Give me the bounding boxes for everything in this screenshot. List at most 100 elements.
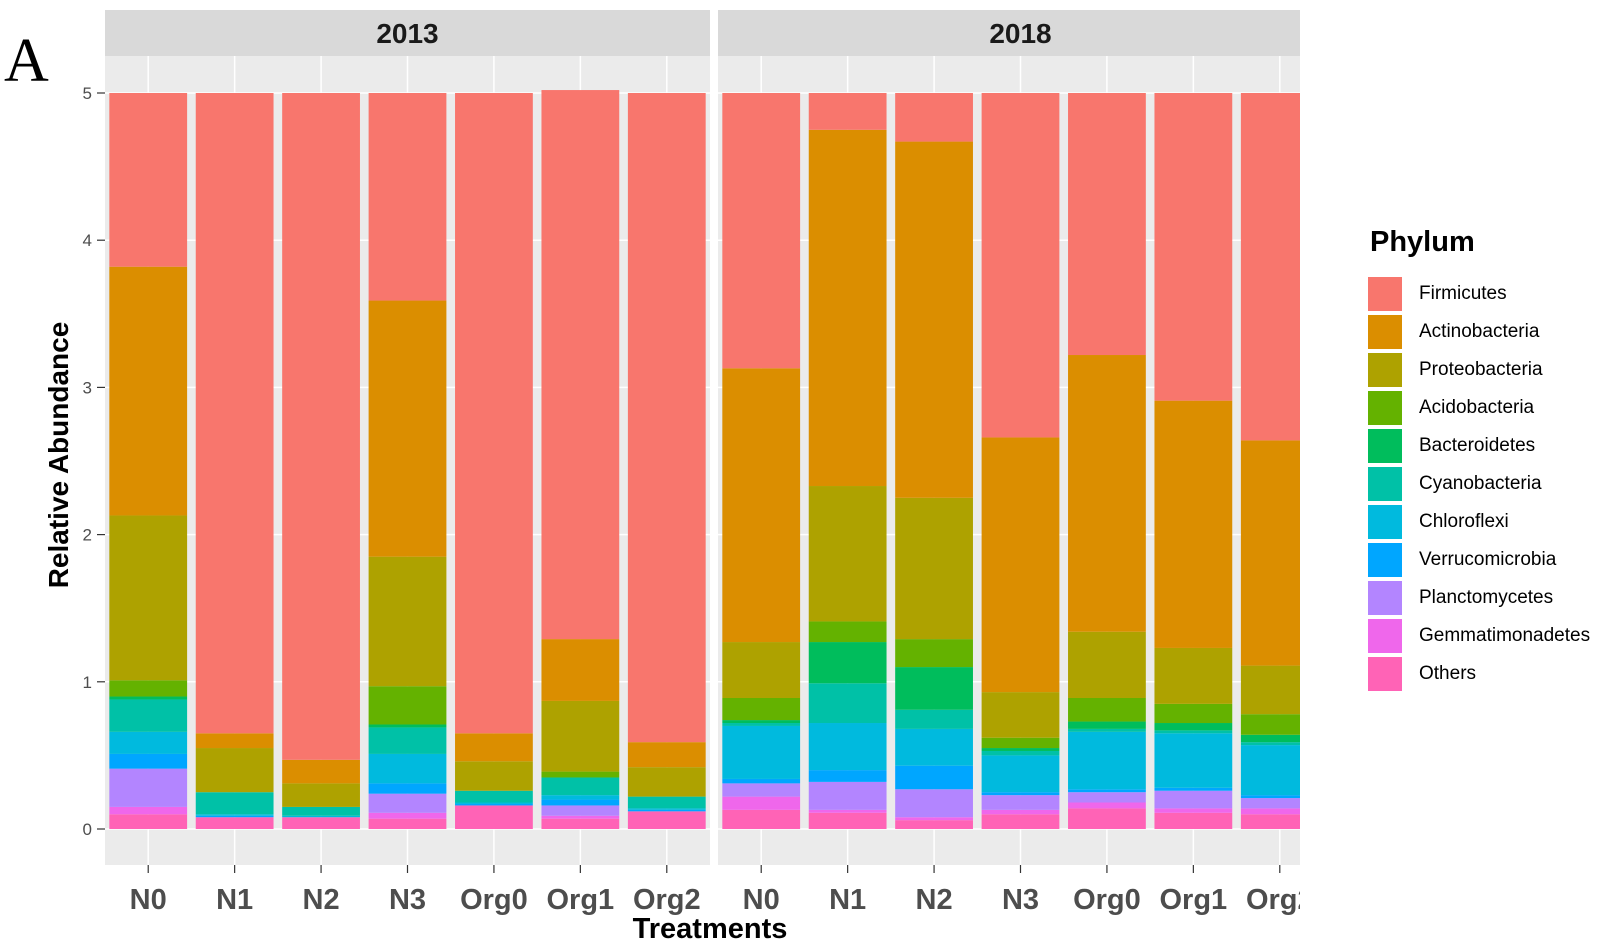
bar-segment (1068, 355, 1146, 632)
x-tick-label: N0 (743, 884, 780, 916)
bar-segment (627, 93, 706, 743)
bar-segment (109, 696, 188, 700)
legend: Phylum Firmicutes Actinobacteria Proteobac… (1368, 226, 1590, 693)
bar-segment (1240, 798, 1300, 809)
bar-segment (808, 770, 887, 782)
bar-segment (1240, 93, 1300, 441)
bar-segment (981, 792, 1060, 796)
legend-swatch (1368, 391, 1402, 425)
bar-segment (368, 818, 447, 829)
bar-segment (368, 793, 447, 813)
bar-segment (981, 692, 1060, 738)
bar-segment (455, 733, 533, 762)
bar-segment (282, 815, 360, 818)
legend-swatch (1368, 467, 1402, 501)
legend-item: Actinobacteria (1368, 313, 1590, 351)
bar-segment (895, 93, 973, 142)
bar-segment (368, 300, 447, 557)
legend-swatch (1368, 277, 1402, 311)
bar-segment (109, 806, 188, 815)
bar-segment (1154, 790, 1233, 809)
bar-segment (1154, 787, 1233, 791)
bar-segment (1068, 789, 1146, 793)
bar-segment (1068, 697, 1146, 722)
bar-segment (1240, 734, 1300, 743)
bar-segment (981, 750, 1060, 756)
legend-label: Bacteroidetes (1419, 435, 1536, 456)
bar-segment (1154, 400, 1233, 648)
bar-segment (722, 720, 801, 724)
legend-item: Firmicutes (1368, 275, 1590, 313)
legend-label: Actinobacteria (1419, 321, 1540, 342)
bar-segment (368, 556, 447, 687)
y-tick-label: 2 (83, 526, 92, 545)
bar-segment (195, 817, 274, 829)
bar-segment (1154, 733, 1233, 788)
bar-segment (722, 723, 801, 726)
legend-swatch (1368, 657, 1402, 691)
bar-segment (808, 486, 887, 622)
legend-label: Acidobacteria (1419, 397, 1535, 418)
bar-segment (808, 809, 887, 813)
y-tick-label: 0 (83, 820, 92, 839)
bar-segment (109, 93, 188, 267)
bar-segment (1068, 792, 1146, 803)
bar-segment (455, 805, 533, 829)
bar-segment (109, 699, 188, 732)
bar-segment (895, 817, 973, 821)
bar-segment (368, 724, 447, 728)
bar-segment (1068, 808, 1146, 829)
bar-segment (808, 93, 887, 130)
legend-item: Gemmatimonadetes (1368, 617, 1590, 655)
legend-item: Bacteroidetes (1368, 427, 1590, 465)
legend-label: Proteobacteria (1419, 359, 1543, 380)
bar-segment (541, 771, 620, 778)
bar-segment (1068, 721, 1146, 729)
bar-segment (627, 796, 706, 809)
bar-segment (722, 697, 801, 721)
bar-segment (195, 792, 274, 815)
legend-item: Verrucomicrobia (1368, 541, 1590, 579)
legend-items: Firmicutes Actinobacteria Proteobacteria Ac… (1368, 275, 1590, 693)
legend-label: Chloroflexi (1419, 511, 1509, 532)
x-tick-label: Org2 (1246, 884, 1300, 916)
bar-segment (368, 93, 447, 301)
bar-segment (808, 621, 887, 643)
bar-segment (1068, 728, 1146, 732)
bar-segment (981, 809, 1060, 815)
bar-segment (895, 667, 973, 710)
bar-segment (368, 812, 447, 819)
bar-segment (808, 683, 887, 724)
bar-segment (1068, 731, 1146, 790)
bar-segment (1240, 440, 1300, 666)
bar-segment (808, 723, 887, 771)
bar-segment (722, 778, 801, 784)
y-tick-label: 5 (83, 84, 92, 103)
legend-swatch (1368, 581, 1402, 615)
y-tick-label: 4 (83, 231, 92, 250)
legend-label: Verrucomicrobia (1419, 549, 1557, 570)
legend-swatch (1368, 619, 1402, 653)
bar-segment (981, 755, 1060, 793)
bar-segment (1240, 795, 1300, 799)
bar-segment (541, 815, 620, 819)
x-tick-label: N2 (303, 884, 340, 916)
bar-segment (895, 709, 973, 729)
bar-segment (1154, 808, 1233, 813)
legend-label: Planctomycetes (1419, 587, 1554, 608)
stacked-bar-chart: 0 1 2 3 4 5 Relative Abundance 2013 N0 N1 N2 N3 Org0… (43, 10, 1300, 945)
x-axis-title: Treatments (633, 913, 788, 945)
bar-segment (109, 768, 188, 807)
bar-segment (368, 753, 447, 784)
y-axis-title: Relative Abundance (43, 322, 74, 589)
bar-segment (808, 129, 887, 487)
bar-segment (455, 790, 533, 803)
x-tick-label: Org0 (460, 884, 528, 916)
bar-segment (368, 783, 447, 794)
bar-segment (195, 733, 274, 749)
bar-segment (1240, 745, 1300, 796)
bar-segment (627, 767, 706, 797)
bar-segment (981, 93, 1060, 438)
bar-segment (368, 727, 447, 754)
x-tick-label: Org1 (547, 884, 615, 916)
